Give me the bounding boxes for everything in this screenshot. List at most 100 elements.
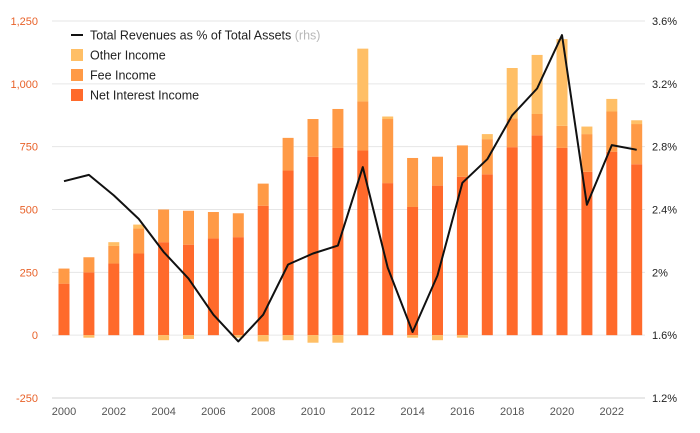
bar-net-interest [481,174,493,336]
bar-fee-income [207,212,219,239]
bar-other-income [556,39,568,126]
y-tick-label-right: 2.4% [652,205,677,217]
bar-fee-income [481,139,493,175]
bar-net-interest [257,205,269,336]
y-tick-label-right: 1.2% [652,393,677,405]
axes: -250 0 250 500 750 1,000 1,250 1.2% 1.6% 2% 2.4% 2.… [10,16,677,418]
bar-other-income [307,335,319,343]
x-tick-label: 2016 [450,406,474,418]
legend-label-text: Fee Income [90,69,156,83]
bar-fee-income [83,257,95,273]
bar-other-income [606,98,618,112]
bar-net-interest [183,244,194,336]
bar-fee-income [382,119,394,184]
bar-net-interest [357,150,369,336]
y-tick-label-left: 0 [32,330,38,342]
legend-label-suffix: (rhs) [291,29,320,43]
bar-other-income [432,335,443,341]
bar-fee-income [432,156,443,186]
bar-net-interest [382,183,394,336]
x-tick-label: 2006 [201,406,225,418]
legend-item: Net Interest Income [71,89,199,103]
bar-fee-income [332,108,344,148]
bar-net-interest [83,272,95,336]
legend-label: Fee Income [90,69,156,83]
bar-other-income [407,335,419,338]
legend-item: Total Revenues as % of Total Assets (rhs… [71,29,320,43]
bar-net-interest [332,147,344,336]
legend-label-text: Total Revenues as % of Total Assets [90,29,291,43]
bar-net-interest [506,147,518,336]
legend-label-text: Other Income [90,49,166,63]
bar-net-interest [58,283,70,336]
bar-other-income [581,126,593,135]
bar-fee-income [606,111,618,152]
x-tick-label: 2020 [550,406,574,418]
x-tick-label: 2022 [600,406,624,418]
legend-box-swatch [71,89,83,101]
gridlines [52,20,645,399]
revenue-ratio-line [63,34,637,343]
bar-fee-income [307,119,319,157]
bar-fee-income [581,134,593,172]
bar-net-interest [158,242,170,336]
x-tick-label: 2010 [301,406,325,418]
bar-fee-income [158,209,170,243]
y-tick-label-right: 2% [652,267,668,279]
bar-net-interest [531,135,543,336]
bar-fee-income [357,101,369,151]
line-total-revenues-pct-assets [63,34,637,343]
x-tick-label: 2014 [400,406,424,418]
bar-other-income [257,335,269,342]
bar-fee-income [232,213,244,238]
bar-other-income [357,48,369,102]
bar-other-income [183,335,194,339]
bar-other-income [506,67,518,119]
bar-other-income [282,335,294,341]
bar-fee-income [531,113,543,136]
bar-other-income [83,335,95,338]
y-tick-label-left: 250 [20,267,38,279]
legend-label: Net Interest Income [90,89,199,103]
legend-item: Fee Income [71,69,156,83]
bar-fee-income [257,183,269,206]
bar-fee-income [456,145,468,177]
y-tick-label-right: 3.2% [652,79,677,91]
bar-net-interest [108,263,120,336]
bar-net-interest [606,151,618,336]
legend-label: Other Income [90,49,166,63]
bar-other-income [631,120,643,125]
bar-fee-income [133,228,145,254]
bar-other-income [481,134,493,140]
y-tick-label-left: 750 [20,142,38,154]
bar-other-income [531,54,543,114]
legend-item: Other Income [71,49,166,63]
legend-label-text: Net Interest Income [90,89,199,103]
x-tick-label: 2002 [102,406,126,418]
x-tick-label: 2004 [151,406,175,418]
bar-net-interest [407,206,419,336]
y-tick-label-left: 1,250 [10,16,38,28]
bar-net-interest [631,164,643,336]
bar-fee-income [407,157,419,207]
bar-fee-income [506,118,518,148]
y-tick-label-right: 2.8% [652,142,677,154]
bar-fee-income [631,124,643,165]
bar-net-interest [556,147,568,336]
bar-net-interest [456,176,468,336]
y-tick-label-left: 500 [20,205,38,217]
legend-box-swatch [71,49,83,61]
bar-net-interest [307,156,319,336]
bar-fee-income [58,268,70,284]
bar-net-interest [133,253,145,336]
bar-net-interest [581,171,593,336]
x-tick-label: 2000 [52,406,76,418]
y-tick-label-left: -250 [16,393,38,405]
bar-other-income [456,335,468,338]
bar-fee-income [556,125,568,148]
bar-fee-income [108,245,120,264]
x-tick-label: 2012 [351,406,375,418]
bars [58,39,643,343]
x-tick-label: 2008 [251,406,275,418]
